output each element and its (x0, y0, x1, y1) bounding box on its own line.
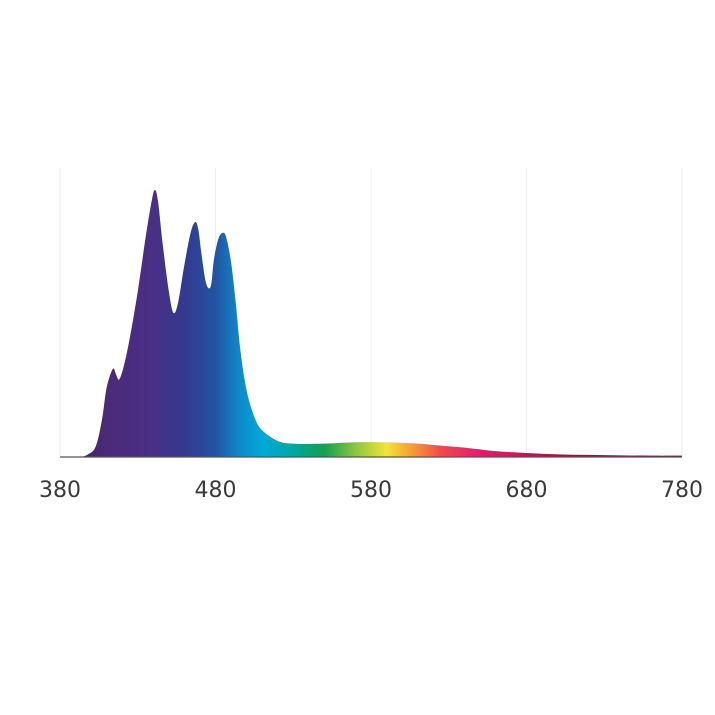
x-tick-label-580: 580 (350, 478, 392, 503)
area-layer (60, 190, 682, 457)
x-tick-label-680: 680 (506, 478, 548, 503)
x-axis: 380 480 580 680 780 (39, 456, 703, 503)
x-tick-label-480: 480 (195, 478, 237, 503)
x-tick-label-380: 380 (39, 478, 81, 503)
x-tick-label-780: 780 (661, 478, 703, 503)
spectrum-area (60, 190, 682, 457)
